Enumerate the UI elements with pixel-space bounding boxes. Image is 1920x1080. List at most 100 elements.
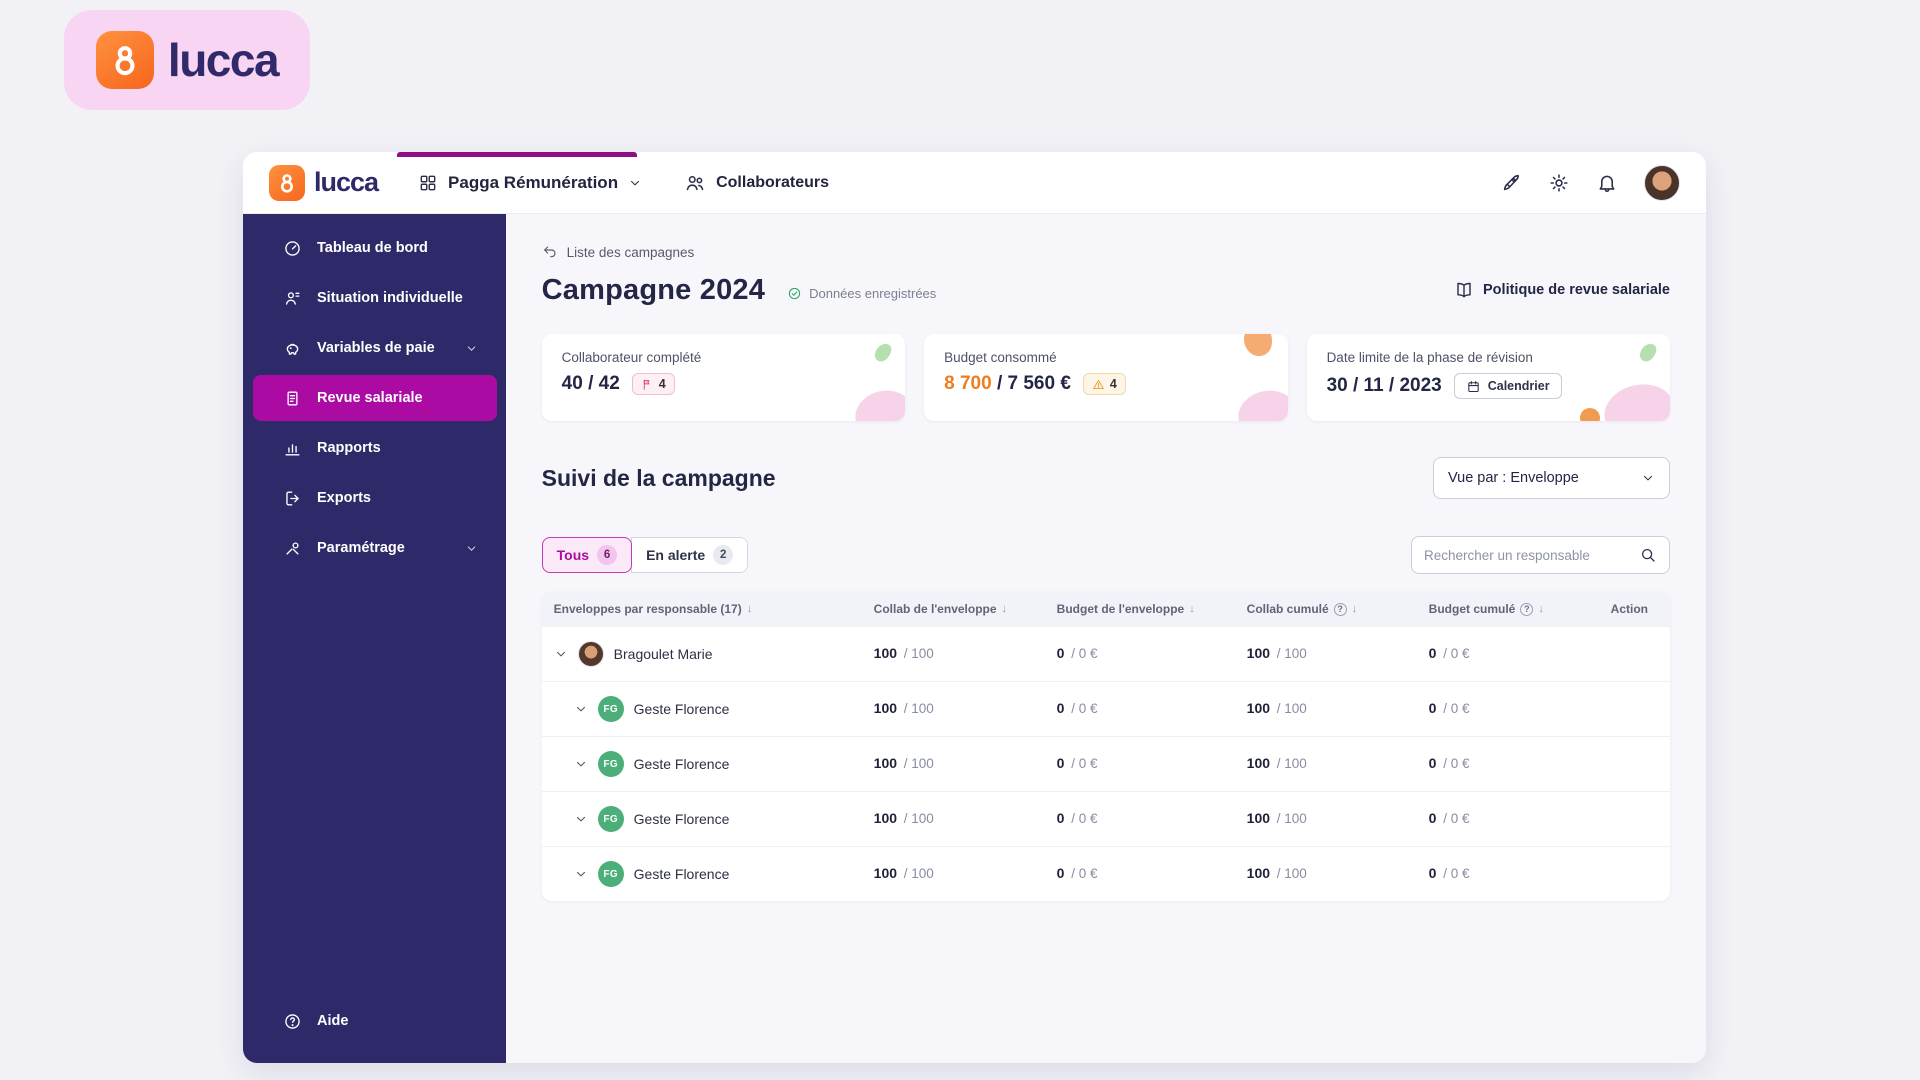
product-name: Pagga Rémunération	[448, 172, 619, 192]
sidebar-item-situation-individuelle[interactable]: Situation individuelle	[243, 273, 506, 323]
cell-value: 100 / 100	[1246, 700, 1307, 716]
sort-arrow-icon: ↓	[746, 603, 753, 615]
calendrier-button[interactable]: Calendrier	[1453, 373, 1562, 399]
stat-card-date-limite: Date limite de la phase de révision 30 /…	[1306, 334, 1671, 421]
column-header-collab-cumule[interactable]: Collab cumulé? ↓	[1247, 602, 1429, 616]
sidebar: Tableau de bord Situation individuelle Var…	[243, 214, 506, 1063]
status-badge-label: Données enregistrées	[809, 285, 937, 301]
lucca-wordmark: lucca	[314, 167, 379, 197]
flag-icon	[641, 378, 654, 391]
decor-blob-orange-dot	[1580, 408, 1601, 421]
sidebar-item-exports[interactable]: Exports	[243, 473, 506, 523]
stat-card-budget-consomme: Budget consommé 8 700 / 7 560 € 4	[924, 334, 1288, 421]
gauge-icon	[283, 239, 302, 258]
column-label: Enveloppes par responsable (17)	[553, 602, 742, 616]
policy-link-label: Politique de revue salariale	[1483, 282, 1670, 298]
nav-collaborateurs-label: Collaborateurs	[716, 173, 830, 191]
column-label: Collab de l'enveloppe	[873, 602, 997, 616]
sidebar-item-label: Revue salariale	[317, 390, 423, 406]
view-select-value: Vue par : Enveloppe	[1448, 470, 1579, 486]
search-icon[interactable]	[1639, 546, 1657, 564]
stat-card-collaborateur-complete: Collaborateur complété 40 / 42 4	[541, 334, 906, 421]
bar-chart-icon	[283, 439, 302, 458]
filter-tab-en-alerte[interactable]: En alerte 2	[631, 537, 749, 573]
info-icon[interactable]: ?	[1333, 602, 1347, 616]
column-header-collab-de-lenveloppe[interactable]: Collab de l'enveloppe ↓	[874, 602, 1057, 616]
status-badge: Données enregistrées	[787, 286, 936, 301]
table-row[interactable]: Bragoulet Marie 100 / 100 0 / 0 € 100 / 100…	[541, 626, 1670, 681]
cell-value: 100 / 100	[873, 865, 934, 881]
tools-icon	[283, 539, 302, 558]
sidebar-item-label: Tableau de bord	[317, 240, 428, 256]
filter-tabs: Tous 6 En alerte 2	[541, 537, 749, 573]
card-value: 30 / 11 / 2023	[1326, 375, 1442, 396]
sidebar-item-parametrage[interactable]: Paramétrage	[243, 523, 506, 573]
person-chart-icon	[283, 289, 302, 308]
people-icon	[684, 172, 706, 194]
search-input[interactable]	[1424, 547, 1639, 563]
help-icon	[283, 1012, 302, 1031]
cell-value: 0 / 0 €	[1056, 865, 1098, 881]
responsable-cell: FG Geste Florence	[554, 751, 874, 777]
user-avatar[interactable]	[1644, 164, 1680, 201]
avatar: FG	[597, 751, 624, 777]
expand-chevron-icon[interactable]	[574, 757, 588, 771]
sidebar-item-tableau-de-bord[interactable]: Tableau de bord	[243, 223, 506, 273]
nav-collaborateurs[interactable]: Collaborateurs	[684, 172, 829, 194]
filter-tab-tous[interactable]: Tous 6	[541, 537, 633, 573]
warning-badge-count: 4	[1109, 377, 1117, 391]
column-header-budget-de-lenveloppe[interactable]: Budget de l'enveloppe ↓	[1057, 602, 1247, 616]
responsable-name: Bragoulet Marie	[613, 646, 713, 662]
product-switcher[interactable]: Pagga Rémunération	[418, 173, 642, 193]
cell-value: 100 / 100	[1246, 645, 1307, 661]
sidebar-item-aide[interactable]: Aide	[243, 1003, 506, 1039]
info-icon[interactable]: ?	[1520, 602, 1534, 616]
sort-arrow-icon: ↓	[1189, 603, 1195, 615]
expand-chevron-icon[interactable]	[574, 867, 588, 881]
expand-chevron-icon[interactable]	[554, 647, 568, 661]
filter-count-badge: 6	[597, 545, 618, 565]
column-header-enveloppes-par-responsable-17[interactable]: Enveloppes par responsable (17) ↓	[554, 602, 874, 616]
campaign-table: Enveloppes par responsable (17) ↓ Collab d…	[541, 592, 1670, 901]
top-bar: lucca Pagga Rémunération Collaborateurs	[243, 152, 1706, 214]
sidebar-help-label: Aide	[317, 1013, 349, 1029]
expand-chevron-icon[interactable]	[574, 702, 588, 716]
cell-value: 100 / 100	[873, 810, 934, 826]
cell-value: 0 / 0 €	[1428, 755, 1470, 771]
filter-label: En alerte	[646, 547, 706, 563]
cell-value: 100 / 100	[873, 755, 934, 771]
active-product-tab-indicator	[397, 152, 637, 157]
sidebar-item-revue-salariale[interactable]: Revue salariale	[253, 375, 497, 421]
back-link[interactable]: Liste des campagnes	[542, 244, 694, 260]
sidebar-item-rapports[interactable]: Rapports	[243, 423, 506, 473]
flag-badge-count: 4	[658, 377, 666, 391]
cell-value: 100 / 100	[1246, 810, 1307, 826]
table-row[interactable]: FG Geste Florence 100 / 100 0 / 0 € 100 / 10…	[541, 791, 1670, 846]
main-content: Liste des campagnes Campagne 2024 Donnée…	[506, 214, 1706, 1063]
policy-link[interactable]: Politique de revue salariale	[1454, 280, 1670, 300]
table-row[interactable]: FG Geste Florence 100 / 100 0 / 0 € 100 / 10…	[541, 846, 1670, 901]
avatar: FG	[597, 861, 624, 887]
cell-value: 0 / 0 €	[1428, 865, 1470, 881]
column-header-budget-cumule[interactable]: Budget cumulé? ↓	[1429, 602, 1611, 616]
cell-value: 0 / 0 €	[1428, 700, 1470, 716]
responsable-name: Geste Florence	[633, 756, 730, 772]
calendar-icon	[1466, 379, 1481, 394]
sidebar-nav: Tableau de bord Situation individuelle Var…	[243, 223, 506, 573]
cell-value: 0 / 0 €	[1056, 645, 1098, 661]
table-body: Bragoulet Marie 100 / 100 0 / 0 € 100 / 100…	[541, 626, 1670, 901]
expand-chevron-icon[interactable]	[574, 812, 588, 826]
sidebar-item-label: Rapports	[317, 440, 381, 456]
lucca-header-logo[interactable]: lucca	[269, 164, 379, 201]
view-select[interactable]: Vue par : Enveloppe	[1433, 457, 1670, 499]
sidebar-item-variables-de-paie[interactable]: Variables de paie	[243, 323, 506, 373]
table-row[interactable]: FG Geste Florence 100 / 100 0 / 0 € 100 / 10…	[541, 681, 1670, 736]
table-row[interactable]: FG Geste Florence 100 / 100 0 / 0 € 100 / 10…	[541, 736, 1670, 791]
avatar: FG	[597, 696, 624, 722]
card-value-accent: 8 700	[944, 373, 992, 394]
rocket-icon[interactable]	[1500, 172, 1522, 194]
bell-icon[interactable]	[1596, 172, 1618, 194]
grid-icon	[418, 173, 438, 193]
column-label: Budget de l'enveloppe	[1056, 602, 1185, 616]
gear-icon[interactable]	[1548, 172, 1570, 194]
